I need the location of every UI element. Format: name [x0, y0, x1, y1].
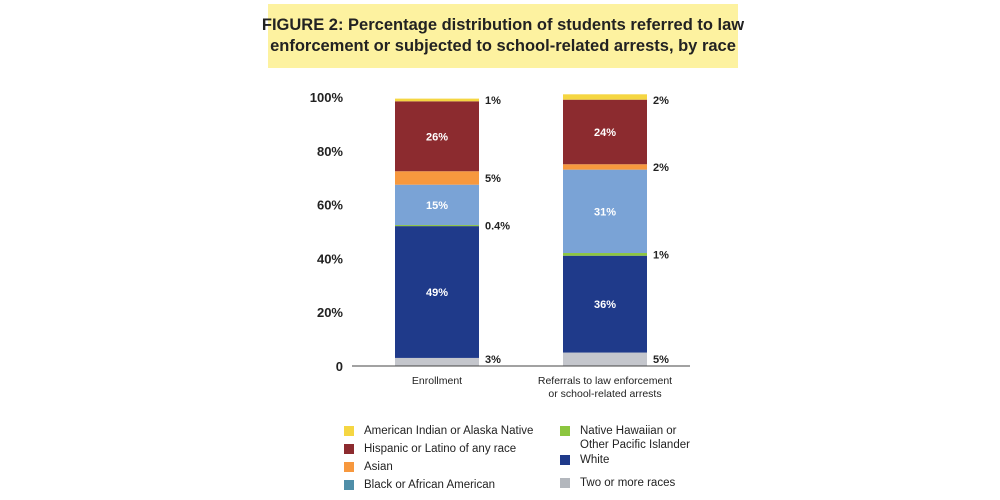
y-tick-label: 0	[336, 359, 343, 374]
legend-label-line: Asian	[364, 461, 393, 473]
legend-label-line: Two or more races	[580, 477, 676, 489]
bar-segment	[395, 101, 479, 172]
bar-segment	[563, 169, 647, 254]
data-label: 3%	[485, 354, 501, 366]
data-label: 2%	[653, 95, 669, 107]
bar-segment	[563, 94, 647, 100]
bar-segment	[563, 253, 647, 256]
legend-label-line: Native Hawaiian or	[580, 425, 677, 437]
legend-label-line: White	[580, 454, 610, 466]
x-category-label: or school-related arrests	[548, 388, 661, 400]
legend-label-line: Black or African American	[364, 479, 496, 491]
data-label: 5%	[485, 173, 501, 185]
bar-segment	[563, 255, 647, 353]
x-category-label: Enrollment	[412, 375, 462, 387]
legend-label: Two or more races	[580, 476, 675, 490]
y-tick-label: 20%	[317, 305, 343, 320]
bar-segment	[395, 226, 479, 358]
legend-label-line: Hispanic or Latino of any race	[364, 443, 517, 455]
data-label: 0.4%	[485, 221, 510, 233]
bar-segment	[395, 98, 479, 102]
bar-segment	[563, 352, 647, 366]
legend-label: Black or African American	[364, 478, 495, 492]
x-category-label: Referrals to law enforcement	[538, 375, 672, 387]
y-tick-label: 100%	[310, 90, 344, 105]
bar-segment	[563, 99, 647, 165]
chart-title-line-1: FIGURE 2: Percentage distribution of stu…	[261, 16, 745, 34]
y-tick-label: 60%	[317, 198, 343, 213]
legend-swatch	[344, 462, 354, 472]
bar-segment	[395, 171, 479, 185]
chart-title-line-2: enforcement or subjected to school-relat…	[270, 37, 736, 55]
y-tick-label: 40%	[317, 251, 343, 266]
bar-segment	[395, 184, 479, 226]
legend-swatch	[344, 444, 354, 454]
legend-label: Hispanic or Latino of any race	[364, 442, 516, 456]
bar-segment	[395, 357, 479, 366]
y-tick-label: 80%	[317, 144, 343, 159]
legend-swatch	[344, 480, 354, 490]
legend-label: White	[580, 453, 609, 467]
data-label: 24%	[594, 127, 616, 139]
legend-swatch	[560, 455, 570, 465]
bar-segment	[563, 164, 647, 170]
data-label: 49%	[426, 287, 448, 299]
legend-swatch	[560, 478, 570, 488]
legend-label: Native Hawaiian or Other Pacific Islander	[580, 424, 690, 452]
data-label: 31%	[594, 206, 616, 218]
bar-segment	[395, 225, 479, 227]
legend-label-line: Other Pacific Islander	[580, 439, 690, 451]
legend-label-line: American Indian or Alaska Native	[364, 425, 534, 437]
legend-swatch	[344, 426, 354, 436]
chart-title: FIGURE 2: Percentage distribution of stu…	[262, 4, 744, 68]
data-label: 5%	[653, 354, 669, 366]
legend-label: American Indian or Alaska Native	[364, 424, 533, 438]
data-label: 36%	[594, 299, 616, 311]
data-label: 1%	[485, 95, 501, 107]
data-label: 26%	[426, 131, 448, 143]
data-label: 2%	[653, 162, 669, 174]
legend-swatch	[560, 426, 570, 436]
legend-label: Asian	[364, 460, 393, 474]
data-label: 1%	[653, 249, 669, 261]
data-label: 15%	[426, 200, 448, 212]
